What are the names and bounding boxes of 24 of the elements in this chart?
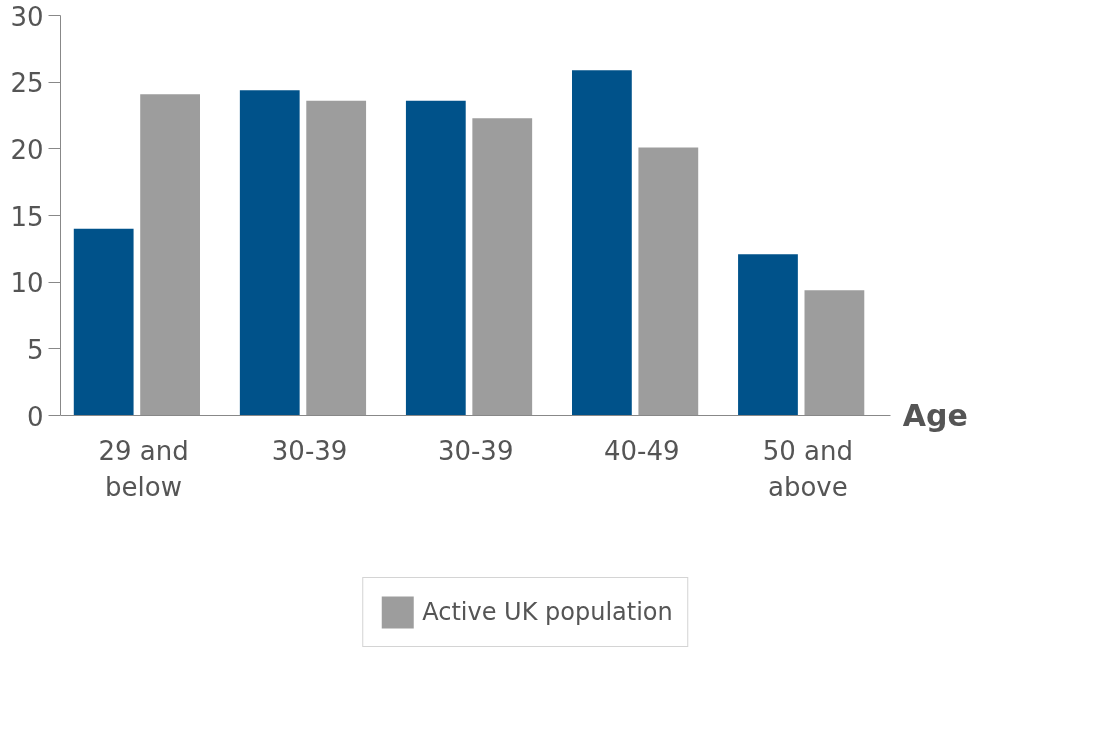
bar (804, 290, 865, 416)
bar (306, 100, 367, 416)
x-tick-label: 29 and below (98, 435, 189, 502)
bar (239, 90, 300, 416)
x-tick-label: 30-39 (437, 435, 514, 466)
y-tick-label: 5 (26, 334, 44, 365)
y-tick-label: 25 (10, 68, 44, 99)
legend-label: Active UK population (422, 597, 673, 627)
bar (405, 100, 466, 416)
bar (472, 118, 533, 416)
y-tick-label: 15 (10, 201, 44, 232)
y-tick-label: 0 (26, 401, 44, 432)
y-tick-label: 10 (10, 268, 44, 299)
x-tick-label: 40-49 (603, 435, 680, 466)
bar (638, 147, 699, 416)
y-tick-label: 20 (10, 134, 44, 165)
y-tick-label: 30 (10, 1, 44, 32)
bar (738, 254, 798, 416)
bar (73, 228, 134, 416)
x-tick-label: 30-39 (271, 435, 348, 466)
bar (572, 70, 632, 416)
x-tick-label: 50 and above (762, 435, 853, 502)
x-axis-title: Age (902, 398, 968, 433)
bar (140, 94, 200, 416)
